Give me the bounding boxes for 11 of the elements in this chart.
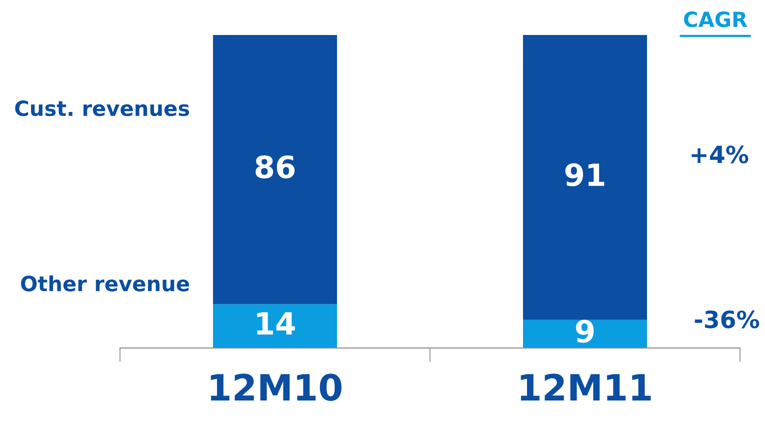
annotation: -36% — [694, 310, 760, 328]
data-label: 14 — [257, 312, 295, 335]
series-label: Cust. revenues — [15, 100, 190, 116]
data-label: 91 — [565, 163, 604, 186]
annotation: +4% — [692, 146, 748, 164]
text: CAGR — [684, 11, 748, 28]
data-label: 86 — [256, 155, 295, 178]
x-tick-label: 12M10 — [210, 374, 342, 401]
series-label: Other revenue — [21, 275, 190, 292]
x-tick-label: 12M11 — [520, 374, 651, 400]
data-label: 9 — [576, 320, 594, 343]
